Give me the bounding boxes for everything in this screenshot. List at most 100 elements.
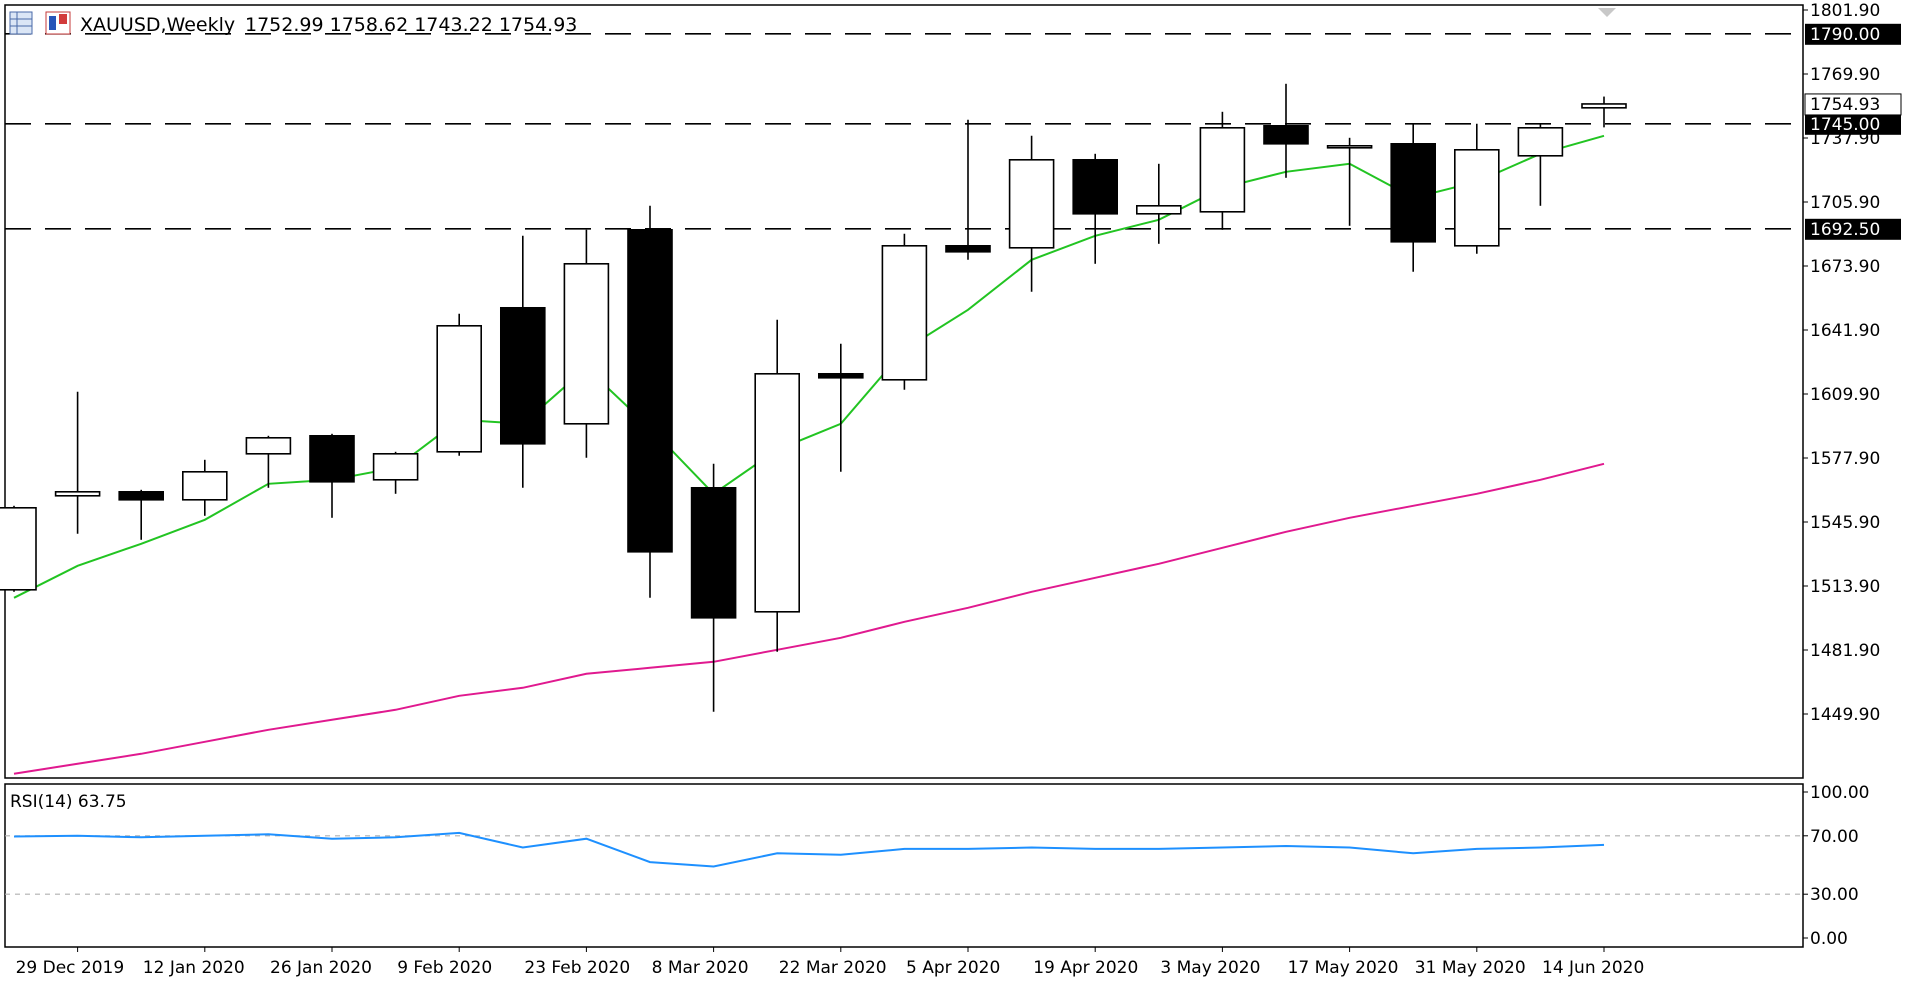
time-tick-label: 29 Dec 2019 — [16, 958, 125, 978]
candle-body — [1072, 159, 1118, 215]
price-tick-label: 1769.90 — [1810, 65, 1880, 85]
candle-body — [945, 245, 991, 253]
price-tick-label: 1705.90 — [1810, 193, 1880, 213]
candle-body — [690, 486, 737, 619]
candle — [1326, 137, 1373, 226]
candle-body — [499, 306, 546, 445]
candle — [0, 505, 37, 592]
candle — [690, 463, 737, 712]
symbol-label: XAUUSD,Weekly — [80, 14, 235, 36]
chart-window-icon[interactable] — [45, 11, 71, 35]
price-tick-label: 1481.90 — [1810, 641, 1880, 661]
candle-body — [182, 470, 228, 501]
candle — [54, 391, 101, 534]
candle — [754, 319, 801, 652]
price-panel[interactable] — [4, 4, 1804, 779]
candle-body — [1136, 205, 1182, 215]
candle — [945, 119, 991, 260]
rsi-label: RSI(14) 63.75 — [10, 792, 127, 812]
price-axis: 1801.901769.901737.901705.901673.901641.… — [1803, 1, 1880, 725]
rsi-tick-label: 0.00 — [1810, 929, 1848, 949]
time-tick-label: 17 May 2020 — [1288, 958, 1399, 978]
candle — [563, 229, 610, 458]
candle — [245, 435, 292, 488]
rsi-tick-label: 100.00 — [1810, 783, 1869, 803]
time-tick-label: 12 Jan 2020 — [143, 958, 245, 978]
candle-body — [1008, 159, 1055, 249]
time-tick-label: 19 Apr 2020 — [1033, 958, 1138, 978]
time-axis: 29 Dec 2019 12 Jan 2020 26 Jan 2020 9 Feb 2… — [16, 947, 1644, 978]
candle — [499, 235, 546, 488]
chart-header: XAUUSD,Weekly 1752.99 1758.62 1743.22 17… — [9, 8, 1616, 36]
candle — [881, 233, 928, 390]
candle-body — [817, 372, 864, 379]
time-tick-label: 5 Apr 2020 — [906, 958, 1000, 978]
candle-body — [1517, 127, 1564, 157]
level-label-box — [1805, 113, 1901, 135]
candle-body — [881, 245, 928, 381]
level-label: 1745.00 — [1810, 115, 1880, 135]
candles — [0, 83, 1627, 712]
candle-body — [1199, 127, 1246, 213]
rsi-tick-label: 30.00 — [1810, 885, 1859, 905]
scroll-marker-icon — [1598, 8, 1616, 17]
candle-body — [754, 372, 801, 613]
candle-body — [436, 324, 483, 453]
price-tick-label: 1513.90 — [1810, 577, 1880, 597]
candle — [436, 313, 483, 456]
price-tick-label: 1801.90 — [1810, 1, 1880, 21]
price-tick-label: 1609.90 — [1810, 385, 1880, 405]
price-tick-label: 1577.90 — [1810, 449, 1880, 469]
candle-body — [0, 506, 37, 591]
candle — [1390, 123, 1436, 272]
candle — [1136, 163, 1182, 244]
level-labels: 1790.00 1745.00 1692.50 1754.93 — [1804, 23, 1902, 240]
candle — [182, 459, 228, 516]
current-price-box — [1804, 93, 1902, 116]
price-tick-label: 1449.90 — [1810, 705, 1880, 725]
candle — [1072, 153, 1118, 264]
time-tick-label: 9 Feb 2020 — [397, 958, 492, 978]
candle — [372, 451, 419, 494]
candle — [118, 489, 164, 540]
candle-body — [1454, 149, 1500, 247]
candle-body — [54, 490, 101, 497]
candle-body — [245, 436, 292, 455]
candle — [1263, 83, 1309, 178]
time-tick-label: 23 Feb 2020 — [524, 958, 630, 978]
time-tick-label: 14 Jun 2020 — [1542, 958, 1644, 978]
level-label: 1692.50 — [1810, 220, 1880, 240]
price-tick-label: 1545.90 — [1810, 513, 1880, 533]
ma-slow-line — [13, 462, 1605, 775]
time-tick-label: 31 May 2020 — [1415, 958, 1526, 978]
rsi-indicator: 100.00 70.00 30.00 0.00 — [5, 783, 1869, 949]
rsi-panel[interactable] — [4, 783, 1804, 948]
candle — [1581, 96, 1627, 128]
candle — [1199, 111, 1246, 230]
candle-body — [563, 262, 610, 425]
candle-body — [1581, 103, 1627, 109]
candle-body — [309, 434, 355, 483]
level-label-box — [1805, 218, 1901, 240]
candle-body — [372, 452, 419, 481]
price-tick-label: 1673.90 — [1810, 257, 1880, 277]
candle — [309, 433, 355, 518]
moving-averages — [13, 134, 1605, 775]
time-tick-label: 3 May 2020 — [1160, 958, 1260, 978]
price-tick-label: 1641.90 — [1810, 321, 1880, 341]
candle-body — [118, 490, 164, 501]
level-label: 1790.00 — [1810, 25, 1880, 45]
candle — [1008, 135, 1055, 292]
horizontal-levels — [5, 32, 1803, 230]
grid-window-icon[interactable] — [9, 11, 33, 35]
current-price-label: 1754.93 — [1810, 95, 1880, 115]
rsi-line — [13, 831, 1605, 868]
rsi-tick-label: 70.00 — [1810, 827, 1859, 847]
ohlc-values: 1752.99 1758.62 1743.22 1754.93 — [245, 14, 577, 36]
candle-body — [1390, 143, 1436, 243]
candle — [1517, 123, 1564, 206]
candle-body — [1263, 125, 1309, 145]
candle — [627, 205, 673, 598]
